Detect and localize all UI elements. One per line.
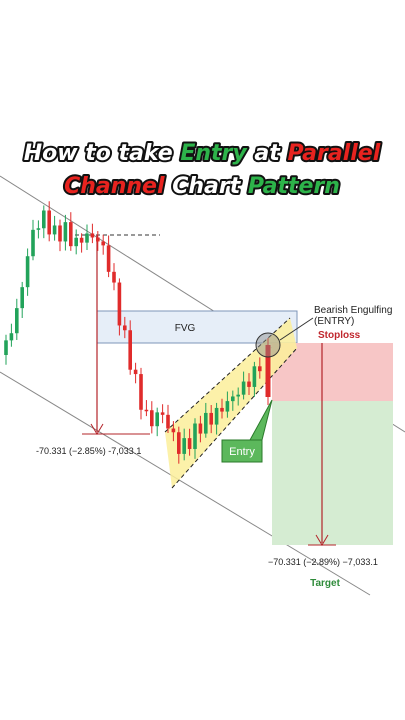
candle [20,287,24,309]
candle [258,366,262,372]
candle [177,432,181,454]
candle [155,412,159,427]
candle [63,222,68,242]
title-part: Pattern [248,174,340,199]
title-line-1: How to take Entry at Parallel [24,141,381,166]
candle [128,330,132,370]
candle [85,233,89,243]
entry-box [221,439,263,463]
bearish-label: Bearish Engulfing [314,305,392,316]
candle [209,412,213,425]
candle [117,282,122,326]
candle [4,340,8,355]
candle [182,438,186,454]
candle [220,407,224,412]
candle [247,381,251,387]
candle [123,325,127,331]
entry-label: Entry [229,446,255,458]
stoploss-label: Stoploss [318,330,361,341]
candle [204,412,208,434]
fvg-label: FVG [175,323,196,334]
measure-right: −70.331 (−2.89%) −7,033.1 [268,557,378,567]
candle [47,210,51,235]
target-zone [272,401,393,545]
target-label: Target [310,578,340,589]
candle [241,381,246,395]
candle [9,333,14,341]
channel-lower [0,371,371,596]
candle [160,412,165,415]
candle [96,237,100,242]
candle [252,366,257,387]
candle [231,396,235,402]
bearish-sub: (ENTRY) [314,316,354,327]
candle [52,225,57,235]
candle [15,308,19,334]
engulfing-candle [265,345,271,397]
candle [225,401,230,412]
candle [69,222,73,247]
title-part: How to take [24,141,181,166]
candle [139,374,143,410]
measure-left: -70.331 (−2.85%) -7,033.1 [36,446,141,456]
candle [31,229,35,257]
candle [25,256,30,288]
zones [0,175,405,596]
title-line-2: Channel Chart Pattern [64,174,340,199]
candle [90,233,95,238]
candle [112,271,116,283]
candle [150,410,154,427]
candle [58,225,62,242]
title-part: at [247,141,288,166]
candle [144,409,149,412]
candles [4,201,271,464]
candle [193,423,197,449]
title-part: Channel [64,174,165,199]
candle [171,428,176,433]
candle [214,407,219,425]
candle [106,245,111,272]
channel-dash [164,317,291,433]
title-part: Entry [180,141,248,166]
candle [187,438,192,449]
candle [198,423,203,434]
candle [166,414,170,429]
entry-pointer [249,399,273,441]
candle [79,237,84,243]
title-part: Chart [165,174,248,199]
channel-dash [171,347,298,489]
candle [74,237,78,247]
candle [236,394,240,397]
candle [133,369,138,375]
candle [101,241,105,246]
candle [42,210,46,229]
rising-channel [165,318,297,488]
candle [36,228,41,230]
pointer-line [279,317,314,341]
title-part: Parallel [287,141,380,166]
entry-circle [255,332,281,358]
